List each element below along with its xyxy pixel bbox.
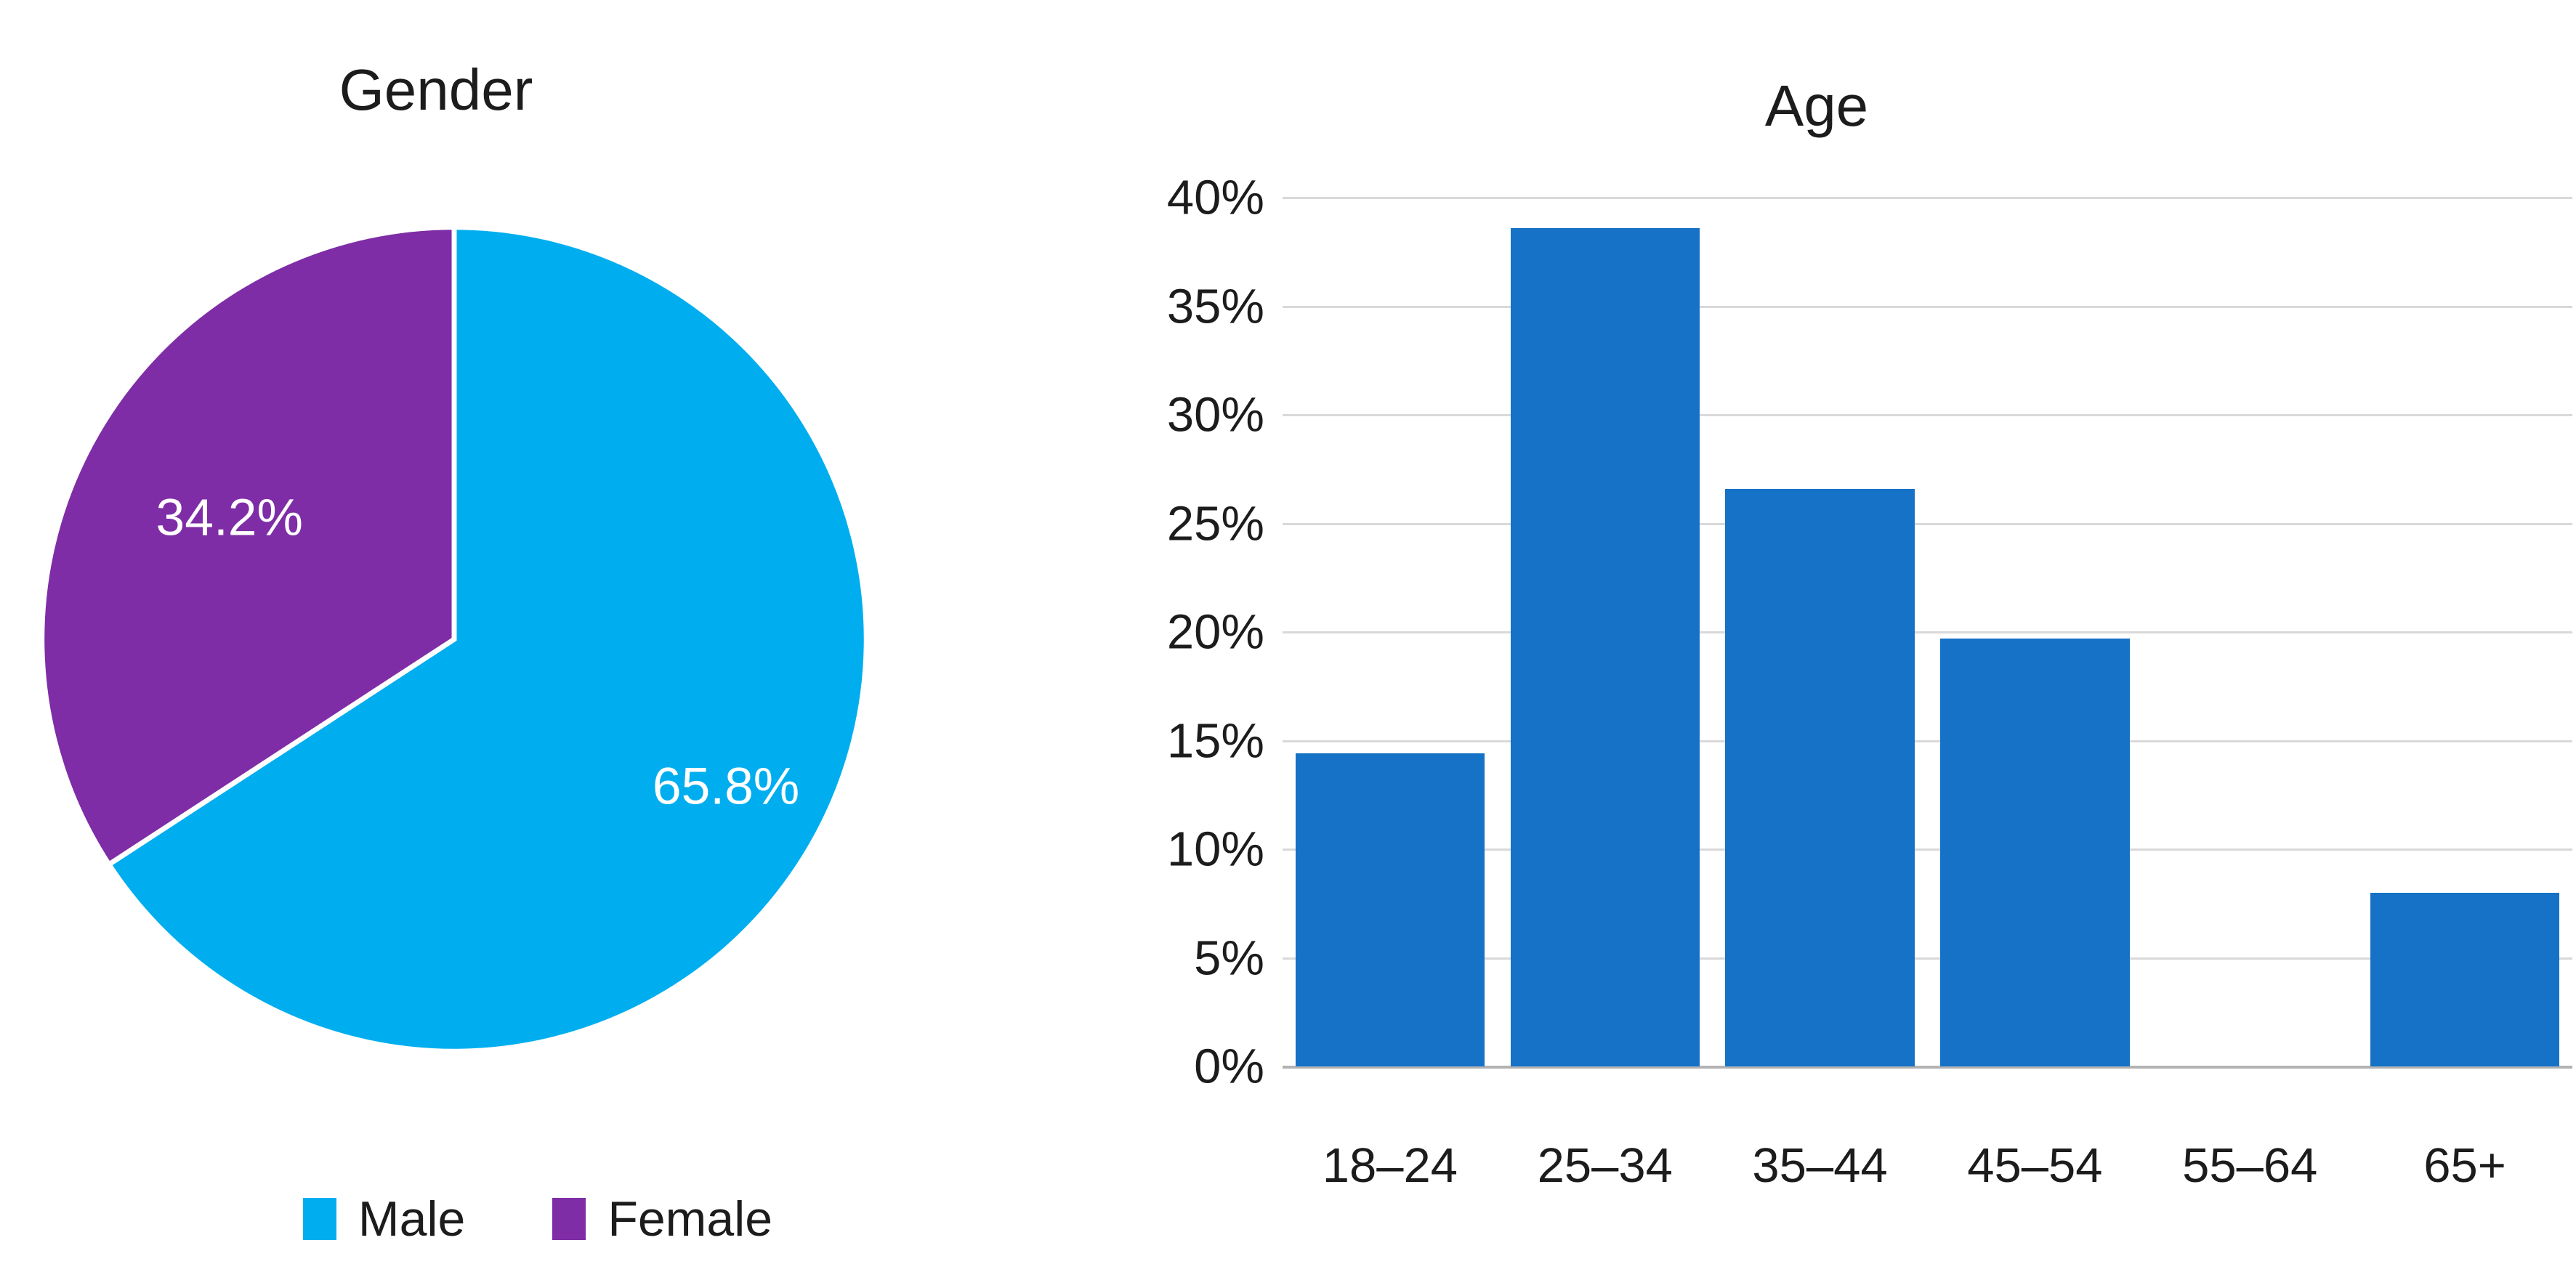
y-tick-label: 10% <box>1166 822 1264 877</box>
pie-value-label-male: 65.8% <box>653 758 799 816</box>
y-tick-label: 0% <box>1194 1039 1264 1094</box>
bar-slot <box>2142 198 2357 1066</box>
y-tick-label: 25% <box>1166 496 1264 551</box>
bar-title: Age <box>1764 73 1869 139</box>
gridline <box>1283 522 2572 525</box>
bar-slot <box>1283 198 1498 1066</box>
bar-slot <box>1498 198 1713 1066</box>
gridline <box>1283 631 2572 633</box>
legend-label: Male <box>358 1191 466 1247</box>
pie-title: Gender <box>339 57 533 123</box>
gridline <box>1283 848 2572 851</box>
x-tick-label: 18–24 <box>1322 1138 1458 1193</box>
gridline <box>1283 957 2572 960</box>
legend-item-male: Male <box>302 1191 466 1247</box>
bar-slot <box>1713 198 1928 1066</box>
y-tick-label: 5% <box>1194 931 1264 985</box>
pie-slice-female <box>39 224 457 868</box>
legend-swatch-female <box>552 1197 586 1240</box>
bar-plot-area <box>1283 197 2572 1069</box>
legend-item-female: Female <box>552 1194 772 1244</box>
x-axis-line <box>1283 1066 2572 1069</box>
gridline <box>1283 740 2572 742</box>
bar-45–54 <box>1940 638 2130 1066</box>
bar-35–44 <box>1725 488 1915 1066</box>
bars-container <box>1283 198 2572 1066</box>
gridline <box>1283 414 2572 416</box>
x-tick-label: 65+ <box>2423 1138 2506 1193</box>
x-axis-category-labels: 18–24 25–34 35–44 45–54 55–64 65+ <box>1283 1138 2572 1194</box>
x-tick-label: 55–64 <box>2182 1138 2318 1193</box>
y-tick-label: 35% <box>1166 279 1264 333</box>
bar-25–34 <box>1510 227 1700 1066</box>
pie-slice-male <box>105 224 869 1054</box>
pie-legend: Male Female <box>84 1184 992 1253</box>
gridline <box>1283 197 2572 199</box>
pie-plot: 65.8% 34.2% <box>39 224 869 1054</box>
x-tick-label: 35–44 <box>1752 1138 1888 1193</box>
y-tick-label: 15% <box>1166 713 1264 768</box>
bar-65+ <box>2370 892 2560 1066</box>
bar-slot <box>2357 198 2572 1066</box>
bar-18–24 <box>1295 753 1485 1066</box>
y-tick-label: 30% <box>1166 387 1264 442</box>
y-tick-label: 40% <box>1166 170 1264 225</box>
gridline <box>1283 305 2572 308</box>
bar-slot <box>1927 198 2142 1066</box>
legend-swatch-male <box>302 1197 336 1240</box>
x-tick-label: 25–34 <box>1537 1138 1673 1193</box>
x-tick-label: 45–54 <box>1967 1138 2103 1193</box>
legend-label: Female <box>607 1191 773 1247</box>
pie-value-label-female: 34.2% <box>156 489 303 547</box>
y-axis-tick-labels: 40% 35% 30% 25% 20% 15% 10% 5% 0% <box>1046 171 1264 1094</box>
y-tick-label: 20% <box>1166 604 1264 660</box>
